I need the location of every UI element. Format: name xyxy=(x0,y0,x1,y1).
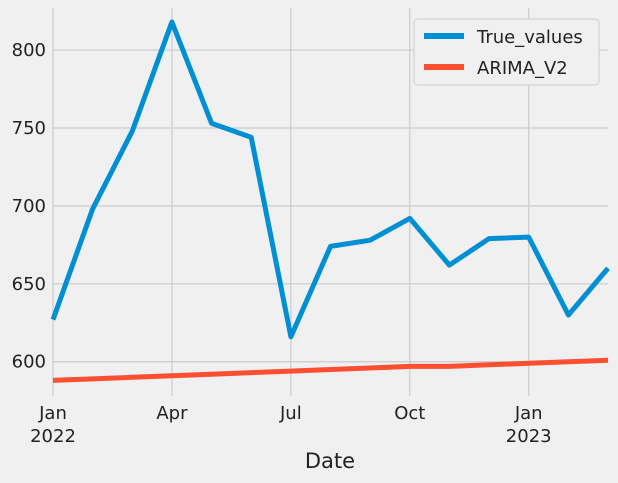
x-axis-title: Date xyxy=(305,449,355,473)
grid-lines xyxy=(52,8,608,396)
x-tick-label-3: Oct xyxy=(394,403,425,424)
series-line-true-values xyxy=(50,19,610,340)
y-tick-label-750: 750 xyxy=(12,118,46,139)
x-tick-label-2: Jul xyxy=(279,403,302,424)
x-tick-label-0: Jan xyxy=(38,403,67,424)
legend-label-arima-v2: ARIMA_V2 xyxy=(477,58,568,79)
y-tick-label-700: 700 xyxy=(12,196,46,217)
legend: True_values ARIMA_V2 xyxy=(413,18,600,86)
series-line-arima-v2 xyxy=(52,357,609,383)
y-tick-label-650: 650 xyxy=(12,274,46,295)
x-tick-sublabel-0: 2022 xyxy=(30,426,76,447)
y-tick-label-800: 800 xyxy=(12,40,46,61)
x-tick-sublabel-4: 2023 xyxy=(506,426,552,447)
x-tick-label-4: Jan xyxy=(514,403,543,424)
y-tick-label-600: 600 xyxy=(12,352,46,373)
data-series xyxy=(50,19,610,383)
y-axis-ticks: 600 650 700 750 800 xyxy=(12,40,46,373)
x-tick-label-1: Apr xyxy=(156,403,188,424)
legend-label-true-values: True_values xyxy=(476,27,583,48)
